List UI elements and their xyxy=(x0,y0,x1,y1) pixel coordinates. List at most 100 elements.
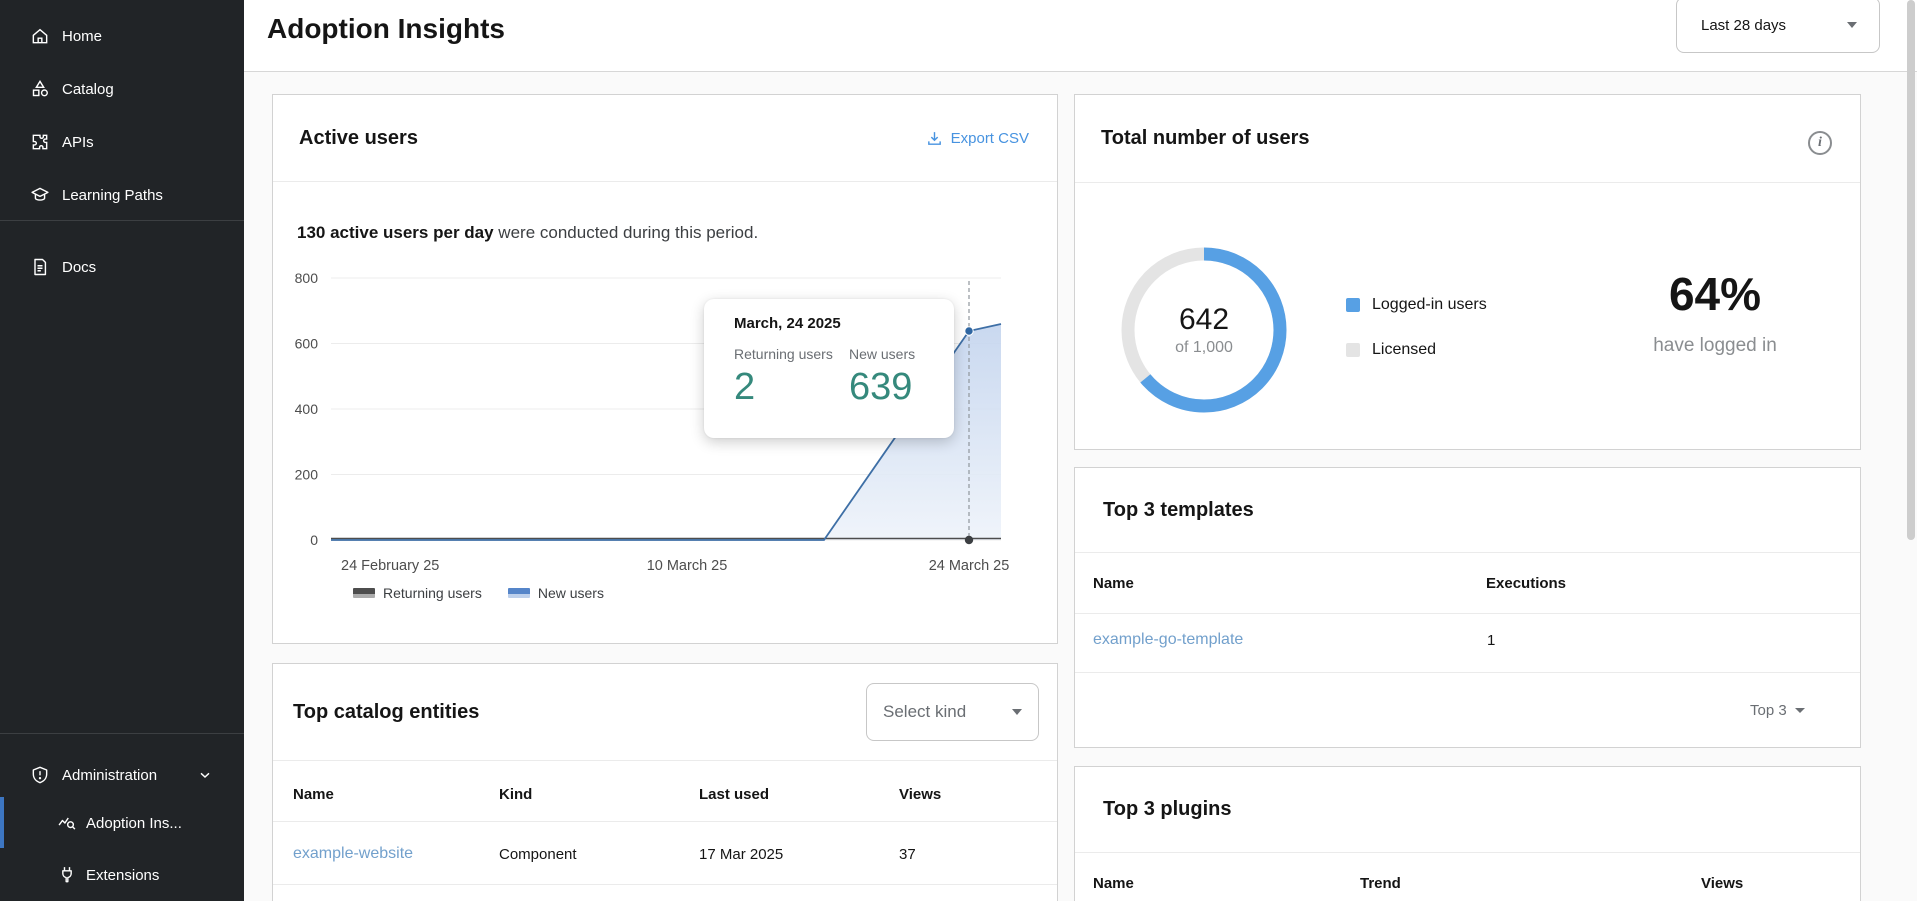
sidebar: Home Catalog APIs Learning Paths Docs xyxy=(0,0,244,901)
table-divider xyxy=(273,884,1057,885)
legend-swatch xyxy=(353,588,375,598)
legend-item-licensed: Licensed xyxy=(1346,341,1436,359)
column-header-executions: Executions xyxy=(1486,575,1566,592)
kind-value: Component xyxy=(499,846,577,863)
sidebar-item-label: Learning Paths xyxy=(62,187,163,204)
subtitle-bold: 130 active users per day xyxy=(297,223,494,242)
table-divider xyxy=(1075,613,1860,614)
sidebar-item-docs[interactable]: Docs xyxy=(0,245,244,289)
sidebar-item-label: Extensions xyxy=(86,867,159,884)
svg-text:24 March 25: 24 March 25 xyxy=(929,558,1010,574)
legend-swatch xyxy=(1346,298,1360,312)
donut-value: 642 xyxy=(1179,303,1229,337)
sidebar-item-label: Home xyxy=(62,28,102,45)
export-csv-button[interactable]: Export CSV xyxy=(926,130,1029,147)
page-title: Adoption Insights xyxy=(267,13,505,45)
kind-select[interactable]: Select kind xyxy=(866,683,1039,741)
kind-select-value: Select kind xyxy=(883,702,1012,722)
sidebar-item-label: Adoption Ins... xyxy=(86,815,182,832)
top-templates-card-header: Top 3 templates xyxy=(1075,468,1860,553)
sidebar-item-label: Administration xyxy=(62,767,157,784)
adoption-insights-icon xyxy=(57,813,77,833)
page-header: Adoption Insights Last 28 days xyxy=(244,0,1917,72)
card-title: Total number of users xyxy=(1101,127,1310,150)
chevron-down-icon xyxy=(1847,22,1857,28)
table-divider xyxy=(273,821,1057,822)
sidebar-item-catalog[interactable]: Catalog xyxy=(0,67,244,111)
donut-center-label: 642 of 1,000 xyxy=(1119,245,1289,415)
sidebar-divider xyxy=(0,733,244,734)
legend-item-new-users[interactable]: New users xyxy=(508,585,604,601)
sidebar-item-label: APIs xyxy=(62,134,94,151)
column-header-name: Name xyxy=(1093,575,1134,592)
donut-total: of 1,000 xyxy=(1175,339,1233,357)
svg-text:10 March 25: 10 March 25 xyxy=(647,558,728,574)
column-header-name: Name xyxy=(293,786,334,803)
sidebar-item-learning-paths[interactable]: Learning Paths xyxy=(0,173,244,217)
sidebar-item-administration[interactable]: Administration xyxy=(0,753,244,797)
y-axis-labels: 800 600 400 200 0 xyxy=(295,270,319,548)
legend-item-returning-users[interactable]: Returning users xyxy=(353,585,482,601)
sidebar-item-label: Catalog xyxy=(62,81,114,98)
template-link[interactable]: example-go-template xyxy=(1093,631,1243,649)
top-n-select-value: Top 3 xyxy=(1750,702,1787,719)
period-select[interactable]: Last 28 days xyxy=(1676,0,1880,53)
scrollbar[interactable] xyxy=(1907,0,1915,540)
active-users-card-header: Active users Export CSV xyxy=(273,95,1057,182)
table-divider xyxy=(1075,672,1860,673)
tooltip-label: New users xyxy=(849,346,915,362)
period-select-value: Last 28 days xyxy=(1701,17,1847,34)
column-header-last-used: Last used xyxy=(699,786,769,803)
executions-value: 1 xyxy=(1487,632,1495,649)
tooltip-value: 639 xyxy=(849,366,915,409)
legend-label: Licensed xyxy=(1372,341,1436,359)
new-users-point[interactable] xyxy=(965,327,973,335)
percent-value: 64% xyxy=(1595,267,1835,321)
apis-icon xyxy=(30,132,50,152)
top-plugins-card: Top 3 plugins Name Trend Views xyxy=(1074,766,1861,901)
legend-label: Returning users xyxy=(383,585,482,601)
legend-item-logged-in-users: Logged-in users xyxy=(1346,296,1487,314)
column-header-views: Views xyxy=(1701,875,1743,892)
sidebar-item-home[interactable]: Home xyxy=(0,14,244,58)
views-value: 37 xyxy=(899,846,916,863)
column-header-name: Name xyxy=(1093,875,1134,892)
total-users-card-header: Total number of users xyxy=(1075,95,1860,183)
chevron-down-icon xyxy=(1795,708,1805,713)
subtitle-rest: were conducted during this period. xyxy=(494,223,759,242)
column-header-kind: Kind xyxy=(499,786,532,803)
column-header-trend: Trend xyxy=(1360,875,1401,892)
chart-subtitle: 130 active users per day were conducted … xyxy=(297,223,758,243)
chevron-down-icon xyxy=(1012,709,1022,715)
percent-logged-in: 64% have logged in xyxy=(1595,267,1835,357)
total-users-card: Total number of users i 642 of 1,000 Log… xyxy=(1074,94,1861,450)
chevron-down-icon[interactable] xyxy=(197,767,213,783)
card-title: Top 3 templates xyxy=(1103,499,1254,522)
info-icon[interactable]: i xyxy=(1808,131,1832,155)
percent-caption: have logged in xyxy=(1595,335,1835,357)
card-title: Top catalog entities xyxy=(293,701,479,724)
top-n-select[interactable]: Top 3 xyxy=(1750,702,1805,719)
extensions-icon xyxy=(57,865,77,885)
svg-text:24 February 25: 24 February 25 xyxy=(341,558,439,574)
top-plugins-card-header: Top 3 plugins xyxy=(1075,767,1860,853)
svg-text:400: 400 xyxy=(295,401,319,417)
sidebar-item-apis[interactable]: APIs xyxy=(0,120,244,164)
chart-legend: Returning users New users xyxy=(353,585,604,601)
card-title: Top 3 plugins xyxy=(1103,798,1232,821)
entity-link[interactable]: example-website xyxy=(293,845,413,863)
download-icon xyxy=(926,130,943,147)
legend-label: Logged-in users xyxy=(1372,296,1487,314)
catalog-icon xyxy=(30,79,50,99)
sidebar-item-extensions[interactable]: Extensions xyxy=(0,853,244,897)
top-catalog-entities-card: Top catalog entities Select kind Name Ki… xyxy=(272,663,1058,901)
sidebar-item-label: Docs xyxy=(62,259,96,276)
sidebar-item-adoption-insights[interactable]: Adoption Ins... xyxy=(0,801,244,845)
last-used-value: 17 Mar 2025 xyxy=(699,846,783,863)
legend-swatch xyxy=(1346,343,1360,357)
returning-users-point[interactable] xyxy=(965,536,973,544)
x-axis-labels: 24 February 25 10 March 25 24 March 25 xyxy=(341,558,1009,574)
learning-paths-icon xyxy=(30,185,50,205)
svg-text:200: 200 xyxy=(295,467,319,483)
tooltip-value: 2 xyxy=(734,366,849,409)
